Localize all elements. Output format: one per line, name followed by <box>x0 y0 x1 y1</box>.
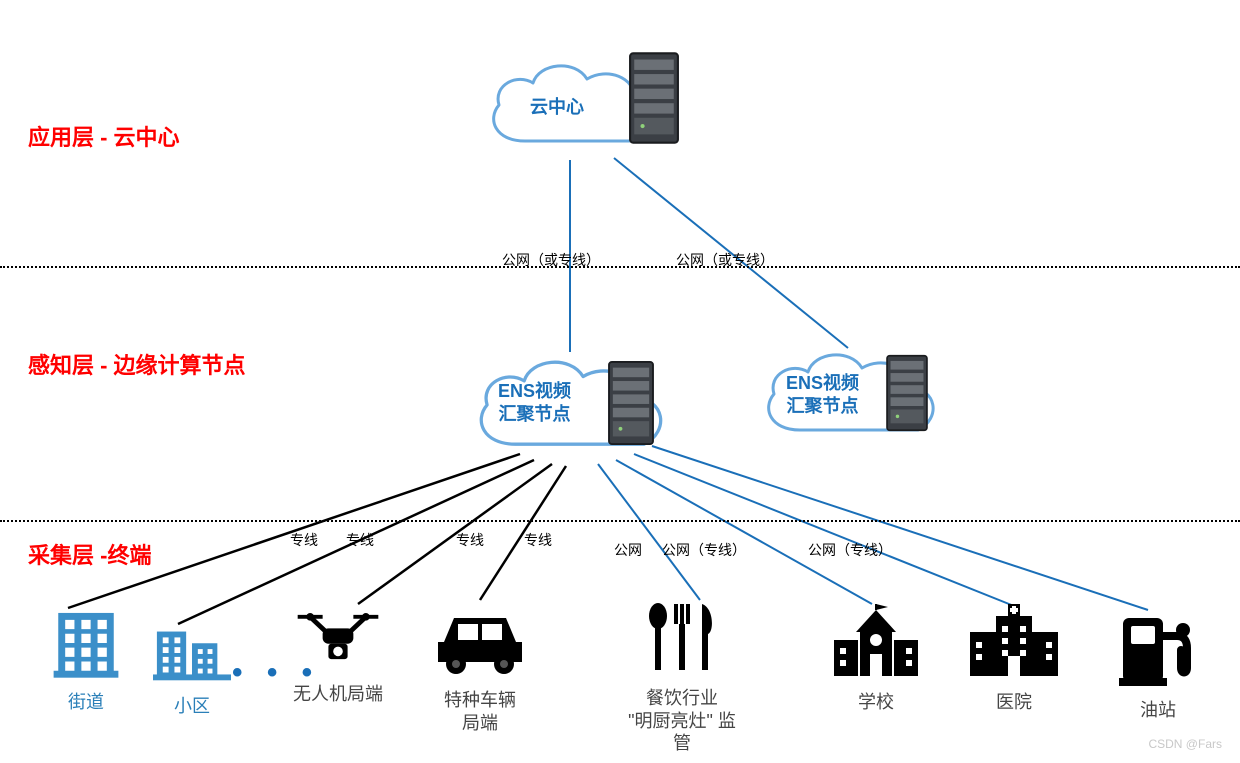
terminal-gas-icon <box>1098 608 1218 693</box>
terminal-street-icon <box>26 606 146 685</box>
terminal-school-icon <box>816 604 936 685</box>
edge-label-top-0: 公网（或专线） <box>502 250 600 270</box>
terminal-restaurant: 餐饮行业"明厨亮灶" 监管 <box>622 598 742 755</box>
terminal-restaurant-label: 餐饮行业"明厨亮灶" 监管 <box>622 687 742 755</box>
terminal-gas: 油站 <box>1098 608 1218 722</box>
terminal-vehicle: 特种车辆局端 <box>420 602 540 734</box>
terminal-street: 街道 <box>26 606 146 714</box>
layer-label-app: 应用层 - 云中心 <box>28 120 180 152</box>
terminal-school: 学校 <box>816 604 936 714</box>
server-top-icon <box>628 50 680 151</box>
cloud-ens-right-label: ENS视频汇聚节点 <box>786 372 859 417</box>
edge-label-top-1: 公网（或专线） <box>676 250 774 270</box>
edge-label-bottom-7: 公网（专线） <box>808 540 892 560</box>
diagram-stage: { "canvas": {"w":1240,"h":763,"backgroun… <box>0 0 1240 763</box>
divider-2 <box>0 520 1240 522</box>
layer-label-edge: 感知层 - 边缘计算节点 <box>28 348 246 380</box>
terminal-hospital: 医院 <box>954 602 1074 714</box>
terminal-restaurant-icon <box>622 598 742 681</box>
cloud-top-label: 云中心 <box>530 96 584 119</box>
watermark: CSDN @Fars <box>1148 737 1222 751</box>
edge-label-bottom-2: 专线 <box>456 530 484 550</box>
terminal-school-label: 学校 <box>816 691 936 714</box>
cloud-ens-left-label: ENS视频汇聚节点 <box>498 380 571 425</box>
edge-label-bottom-3: 专线 <box>524 530 552 550</box>
terminal-vehicle-icon <box>420 602 540 683</box>
terminal-vehicle-label: 特种车辆局端 <box>420 689 540 734</box>
layer-label-terminal: 采集层 -终端 <box>28 538 151 570</box>
terminal-community-label: 小区 <box>132 695 252 718</box>
terminal-gas-label: 油站 <box>1098 699 1218 722</box>
edge-label-bottom-5: 公网（专线） <box>662 540 746 560</box>
divider-1 <box>0 266 1240 268</box>
edge-label-bottom-0: 专线 <box>290 530 318 550</box>
edge-label-bottom-4: 公网 <box>614 540 642 560</box>
server-ens-right-icon <box>884 354 930 437</box>
terminal-street-label: 街道 <box>26 691 146 714</box>
terminal-hospital-label: 医院 <box>954 691 1074 714</box>
edge-label-bottom-1: 专线 <box>346 530 374 550</box>
ellipsis-dots: • • • <box>232 656 320 690</box>
server-ens-left-icon <box>606 360 656 451</box>
terminal-hospital-icon <box>954 602 1074 685</box>
